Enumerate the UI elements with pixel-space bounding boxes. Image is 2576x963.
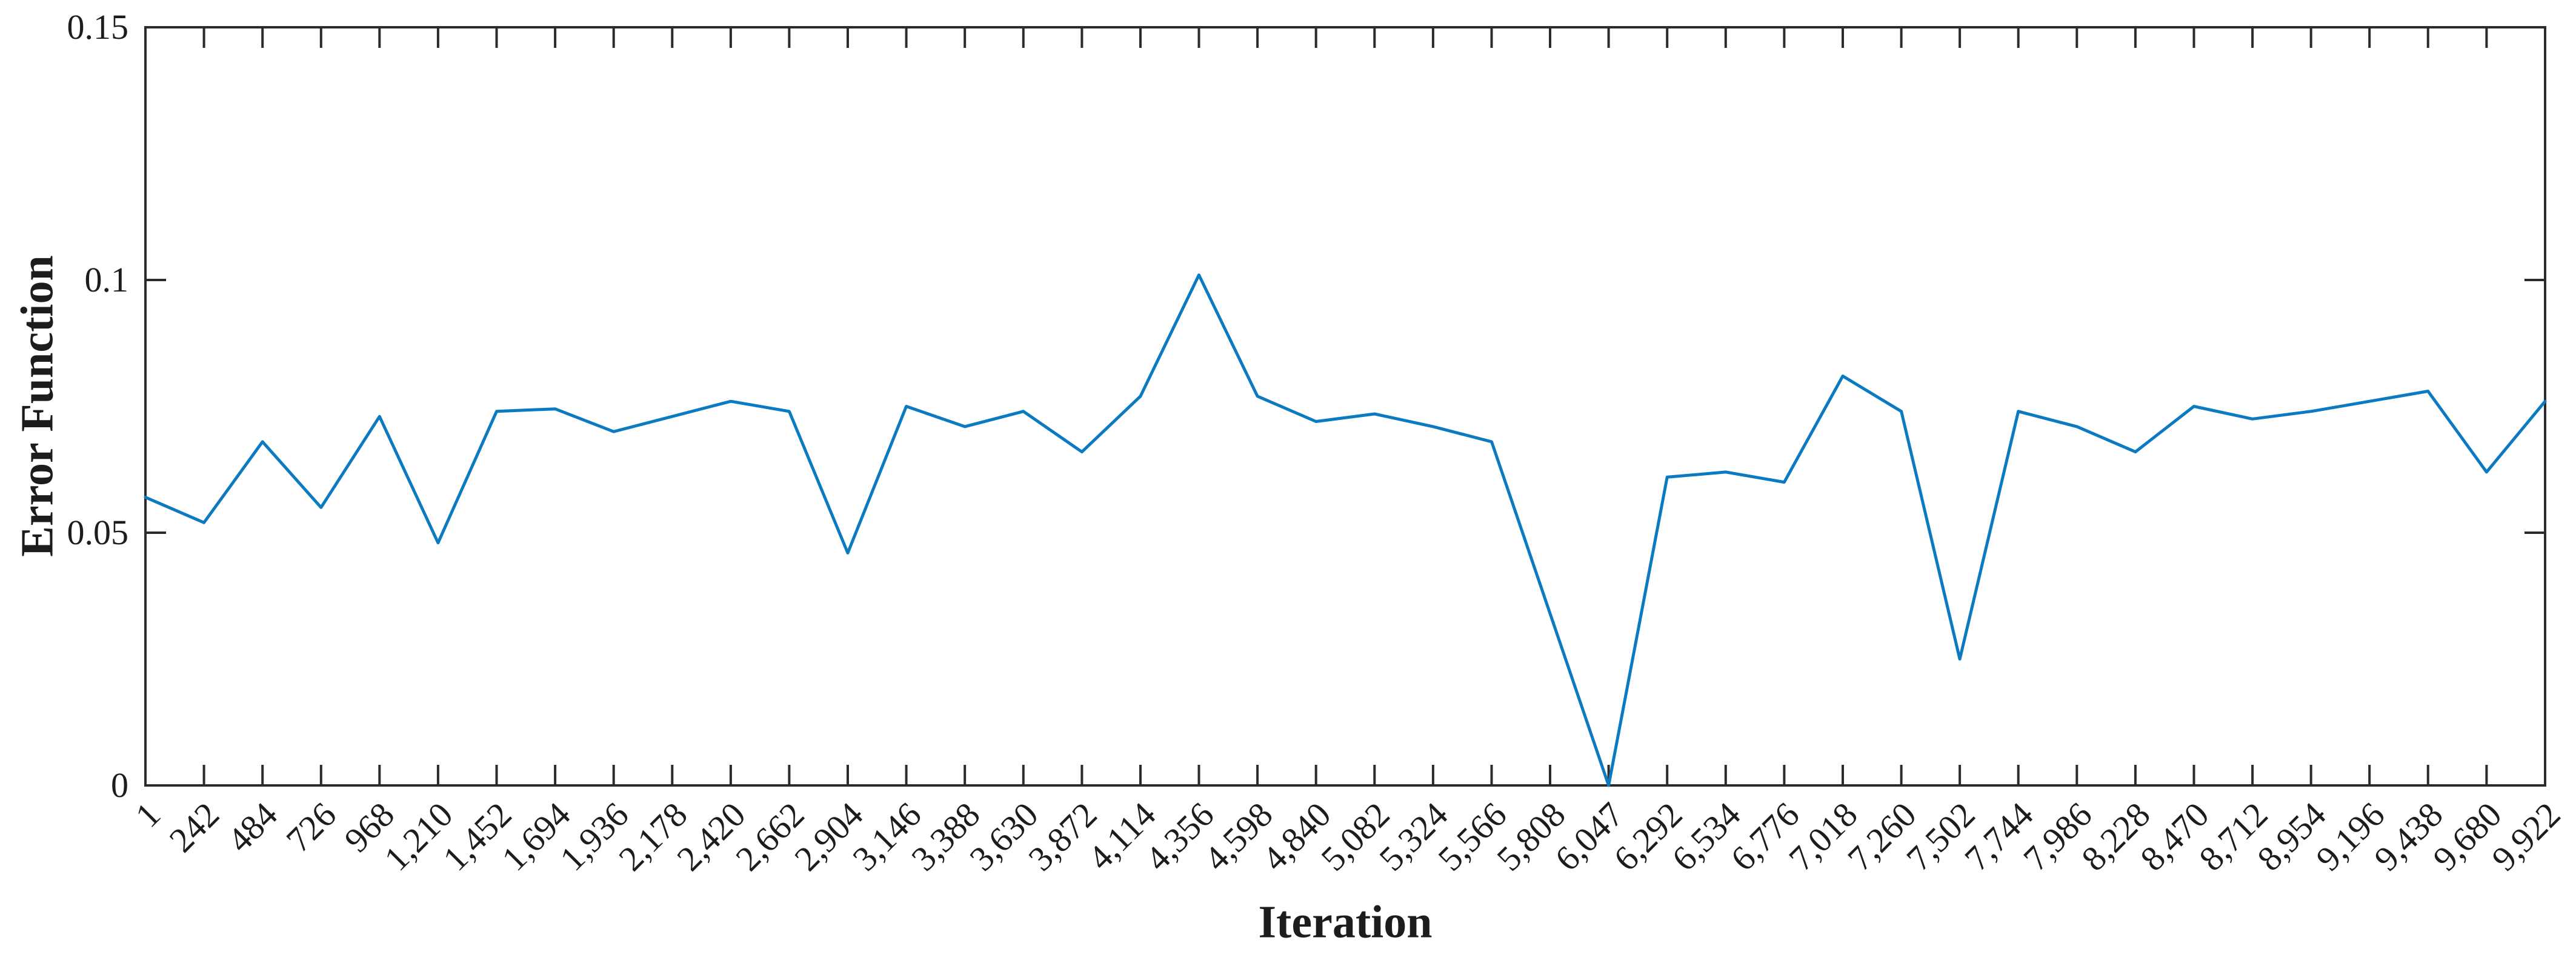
x-tick-label: 7,502 [1899, 795, 1983, 879]
line-chart-plot-area [144, 26, 2547, 787]
x-tick-label: 5,808 [1488, 795, 1573, 879]
x-tick-label: 2,662 [728, 795, 812, 879]
x-tick-label: 3,872 [1020, 795, 1105, 879]
x-tick-label: 7,744 [1957, 795, 2041, 879]
x-tick-label: 9,922 [2483, 795, 2568, 879]
x-tick-label: 6,776 [1723, 795, 1807, 879]
x-tick-label: 2,420 [669, 795, 753, 879]
x-tick-label: 2,178 [611, 795, 695, 879]
x-tick-label: 1,210 [376, 795, 461, 879]
x-axis-title: Iteration [1258, 896, 1433, 948]
x-tick-label: 242 [161, 795, 227, 860]
x-tick-label: 1 [127, 795, 168, 835]
x-tick-label: 5,324 [1371, 795, 1456, 879]
x-tick-label: 4,114 [1080, 795, 1163, 878]
x-tick-label: 9,196 [2308, 795, 2392, 879]
x-tick-label: 8,954 [2249, 795, 2334, 879]
x-tick-label: 1,694 [494, 795, 578, 879]
x-tick-label: 8,470 [2132, 795, 2217, 879]
y-tick-label: 0.15 [67, 7, 129, 47]
x-tick-label: 7,986 [2015, 795, 2100, 879]
x-tick-label: 6,292 [1606, 795, 1690, 879]
x-tick-label: 9,680 [2425, 795, 2509, 879]
x-tick-label: 3,630 [962, 795, 1046, 879]
x-tick-label: 6,534 [1664, 795, 1748, 879]
x-tick-label: 726 [278, 795, 344, 860]
x-tick-label: 7,260 [1840, 795, 1924, 879]
x-tick-label: 9,438 [2366, 795, 2451, 879]
x-tick-label: 4,598 [1196, 795, 1280, 879]
x-tick-label: 484 [219, 795, 285, 860]
y-tick-label: 0.1 [84, 260, 129, 299]
x-tick-label: 4,356 [1137, 795, 1222, 879]
x-tick-label: 7,018 [1781, 795, 1866, 879]
y-tick-label: 0.05 [67, 513, 129, 552]
x-tick-label: 1,936 [552, 795, 636, 879]
x-tick-label: 8,712 [2191, 795, 2275, 879]
error-function-line [144, 273, 2547, 787]
y-tick-label: 0 [111, 765, 128, 805]
x-tick-label: 4,840 [1254, 795, 1339, 879]
x-tick-label: 8,228 [2074, 795, 2158, 879]
x-tick-label: 6,047 [1547, 795, 1631, 879]
x-tick-label: 5,566 [1430, 795, 1514, 879]
x-tick-label: 2,904 [786, 795, 871, 879]
x-tick-label: 1,452 [435, 795, 519, 879]
x-tick-label: 3,146 [845, 795, 929, 879]
x-tick-label: 5,082 [1313, 795, 1397, 879]
axes-box [144, 26, 2546, 787]
x-tick-label: 3,388 [904, 795, 988, 879]
